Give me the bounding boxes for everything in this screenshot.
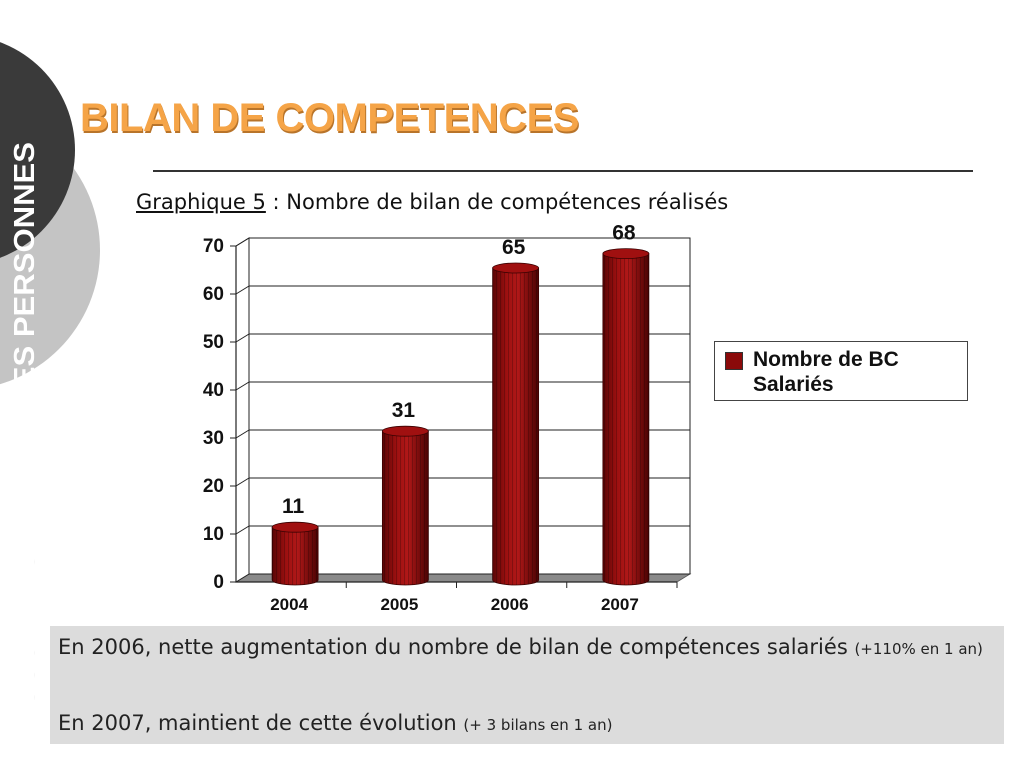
summary-line-2007-note: (+ 3 bilans en 1 an) — [463, 716, 613, 734]
caption-reference: Graphique 5 — [136, 190, 266, 214]
bar-texture — [382, 431, 429, 585]
y-tick-label: 60 — [203, 284, 224, 305]
y-tick-label: 10 — [203, 524, 224, 545]
summary-line-2006-text: En 2006, nette augmentation du nombre de… — [58, 635, 855, 659]
x-tick-label: 2005 — [380, 595, 418, 614]
bar-data-label: 68 — [612, 222, 636, 245]
gridline-depth — [235, 429, 250, 439]
y-tick-label: 30 — [203, 428, 224, 449]
y-tick-label: 0 — [213, 572, 224, 593]
gridline-depth — [235, 333, 250, 343]
x-tick-label: 2007 — [601, 595, 639, 614]
bar-cap — [602, 248, 650, 260]
y-tick-label: 20 — [203, 476, 224, 497]
title-divider — [153, 170, 973, 172]
gridline-depth — [235, 285, 250, 295]
summary-line-2006: En 2006, nette augmentation du nombre de… — [58, 634, 988, 663]
sidebar-vertical-text: ACCOMPAGNEMENT DES PERSONNES — [9, 142, 41, 732]
legend-label: Nombre de BC Salariés — [753, 348, 899, 396]
bar-cap — [381, 425, 429, 437]
caption-separator: : — [265, 190, 287, 214]
gridline-depth — [235, 237, 250, 247]
bar-texture — [272, 527, 319, 585]
gridline-depth — [235, 381, 250, 391]
bar-data-label: 31 — [392, 399, 416, 422]
dark-circle-shape — [0, 42, 75, 258]
x-tick-label: 2004 — [270, 595, 308, 614]
bar-data-label: 65 — [502, 236, 526, 259]
bar-cap — [492, 262, 540, 274]
gridline-depth — [235, 525, 250, 535]
summary-line-2007: En 2007, maintient de cette évolution (+… — [58, 710, 612, 739]
y-tick-label: 50 — [203, 332, 224, 353]
chart-legend: Nombre de BC Salariés — [714, 341, 968, 401]
page-title: BILAN DE COMPETENCES — [80, 96, 579, 140]
summary-line-2006-note: (+110% en 1 an) — [854, 640, 983, 658]
chart-caption: Graphique 5 : Nombre de bilan de compéte… — [136, 190, 728, 214]
bar-texture — [492, 268, 539, 585]
bar-cap — [271, 521, 319, 533]
bar-data-label: 11 — [282, 495, 305, 518]
gridline-depth — [235, 477, 250, 487]
y-tick-label: 40 — [203, 380, 224, 401]
y-tick-label: 70 — [203, 236, 224, 257]
summary-line-2007-text: En 2007, maintient de cette évolution — [58, 711, 464, 735]
x-tick-label: 2006 — [491, 595, 529, 614]
bar-texture — [602, 253, 649, 585]
legend-swatch — [725, 352, 743, 370]
sidebar-label: ACCOMPAGNEMENT DES PERSONNES — [9, 142, 41, 732]
summary-box: En 2006, nette augmentation du nombre de… — [50, 626, 1004, 744]
caption-text: Nombre de bilan de compétences réalisés — [286, 190, 729, 214]
